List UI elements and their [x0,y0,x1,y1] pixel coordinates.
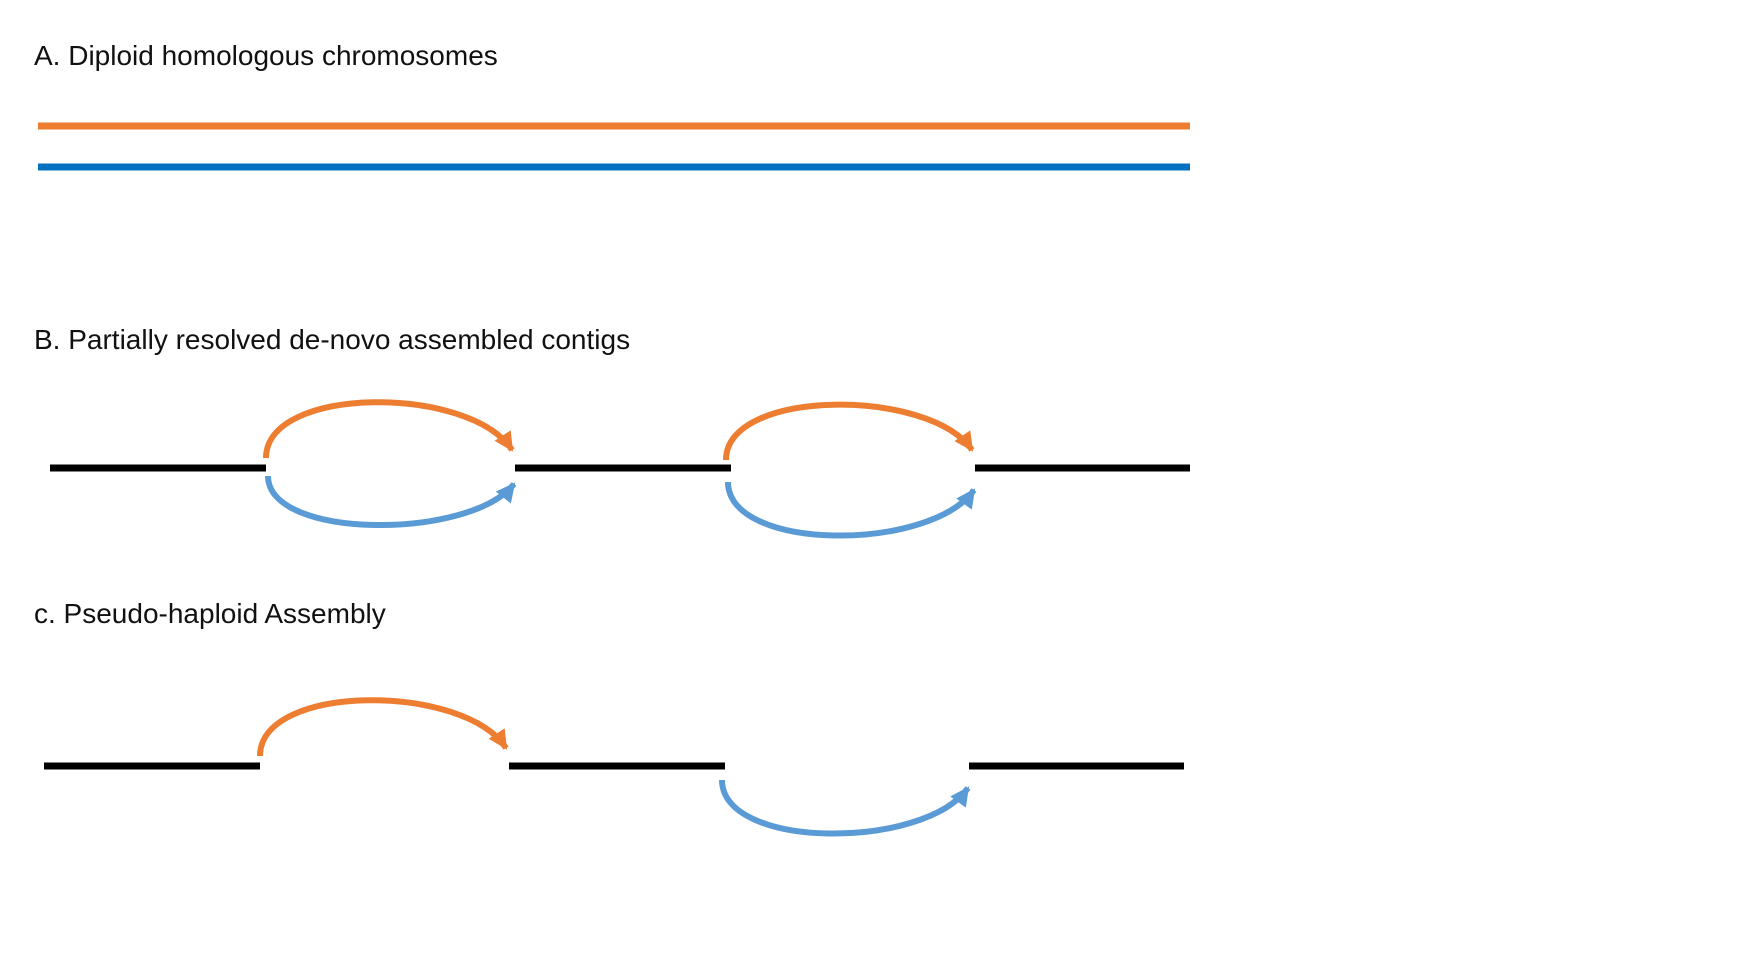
bubble-haplotype-2-arrow [725,481,977,539]
panel-b-title: B. Partially resolved de-novo assembled … [34,324,631,355]
selected-haplotype-2-arrow [719,779,971,837]
panel-c-title: c. Pseudo-haploid Assembly [34,598,386,629]
panel-b-contigs [50,399,1190,539]
selected-haplotype-1-arrow [257,697,509,757]
panel-a-chromosomes [38,122,1190,171]
bubble-haplotype-1-arrow [263,399,515,459]
panel-a-title: A. Diploid homologous chromosomes [34,40,498,71]
panel-c-assembly [44,697,1184,837]
bubble-haplotype-2-arrow [265,475,517,529]
bubble-haplotype-1-arrow [723,401,975,461]
